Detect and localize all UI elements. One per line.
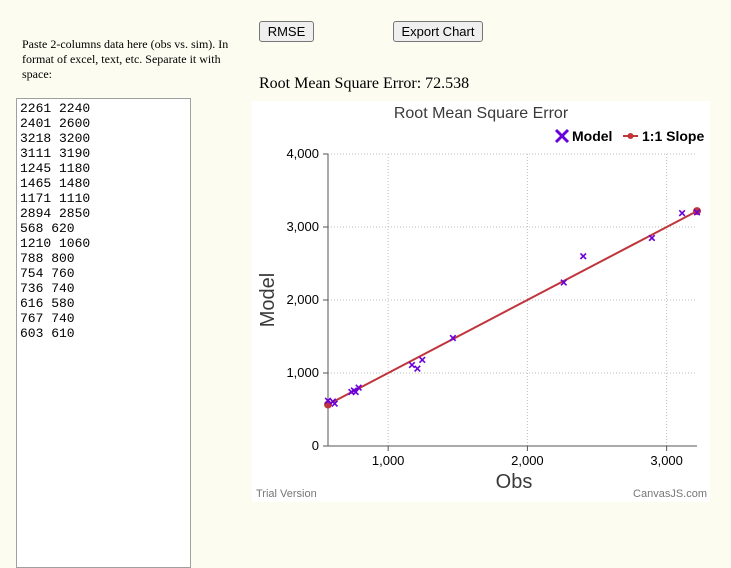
- model-marker-stroke: [418, 356, 426, 364]
- y-tick-label: 1,000: [286, 365, 319, 380]
- model-marker-stroke: [579, 252, 587, 260]
- legend-item-slope[interactable]: 1:1 Slope: [623, 128, 704, 144]
- model-marker-stroke: [355, 384, 362, 391]
- legend-item-model[interactable]: Model: [554, 128, 612, 144]
- model-data-point: [414, 365, 421, 372]
- legend-slope-label: 1:1 Slope: [642, 128, 704, 144]
- rmse-chart: 0 1,000 2,000 3,000 4,000 1,000 2,000 3,000 Roo…: [252, 101, 710, 502]
- chart-axes: 0 1,000 2,000 3,000 4,000 1,000 2,000 3,000: [286, 146, 697, 468]
- y-tick-label: 0: [312, 438, 319, 453]
- model-marker-stroke: [414, 365, 421, 372]
- model-data-point: [648, 234, 656, 242]
- export-chart-button[interactable]: Export Chart: [393, 21, 483, 42]
- x-axis-title: Obs: [496, 471, 533, 493]
- model-marker-stroke: [352, 388, 360, 396]
- rmse-result-text: Root Mean Square Error: 72.538: [259, 75, 470, 92]
- credits-right[interactable]: CanvasJS.com: [633, 488, 707, 500]
- model-marker-stroke: [329, 398, 337, 405]
- model-marker-stroke: [324, 397, 332, 405]
- model-data-point: [449, 334, 457, 342]
- instructions-text: Paste 2-columns data here (obs vs. sim).…: [22, 37, 229, 81]
- model-marker-stroke: [449, 334, 457, 342]
- x-tick-label: 2,000: [511, 453, 544, 468]
- chart-grid: [328, 153, 697, 446]
- x-tick-label: 1,000: [372, 453, 405, 468]
- chart-canvas: 0 1,000 2,000 3,000 4,000 1,000 2,000 3,000 Roo…: [256, 105, 707, 500]
- model-marker-stroke: [648, 234, 656, 242]
- slope-line: [327, 210, 698, 406]
- model-marker-stroke: [560, 279, 568, 286]
- x-tick-label: 3,000: [650, 453, 683, 468]
- data-input-textarea[interactable]: 2261 2240 2401 2600 3218 3200 3111 3190 …: [16, 98, 191, 568]
- model-series: [324, 209, 701, 408]
- model-data-point: [418, 356, 426, 364]
- model-data-point: [324, 397, 332, 405]
- model-data-point: [352, 388, 360, 396]
- chart-legend: Model 1:1 Slope: [554, 128, 704, 144]
- credits-left: Trial Version: [256, 488, 317, 500]
- y-tick-label: 2,000: [286, 292, 319, 307]
- legend-model-marker-icon: [554, 128, 570, 144]
- model-data-point: [560, 279, 568, 286]
- rmse-button[interactable]: RMSE: [259, 21, 314, 42]
- slope-line-point: [693, 207, 701, 216]
- y-tick-label: 3,000: [286, 219, 319, 234]
- y-axis-title: Model: [257, 273, 279, 327]
- legend-model-label: Model: [572, 128, 612, 144]
- slope-line-series: [324, 207, 701, 409]
- model-data-point: [693, 209, 701, 216]
- model-data-point: [678, 209, 686, 217]
- chart-title: Root Mean Square Error: [394, 105, 569, 122]
- model-data-point: [355, 384, 362, 391]
- model-data-point: [408, 361, 416, 369]
- model-data-point: [579, 252, 587, 260]
- model-data-point: [329, 398, 337, 405]
- model-marker-stroke: [693, 209, 701, 216]
- model-marker-stroke: [408, 361, 416, 369]
- legend-slope-marker-icon: [623, 133, 638, 139]
- y-tick-label: 4,000: [286, 146, 319, 161]
- model-marker-stroke: [678, 209, 686, 217]
